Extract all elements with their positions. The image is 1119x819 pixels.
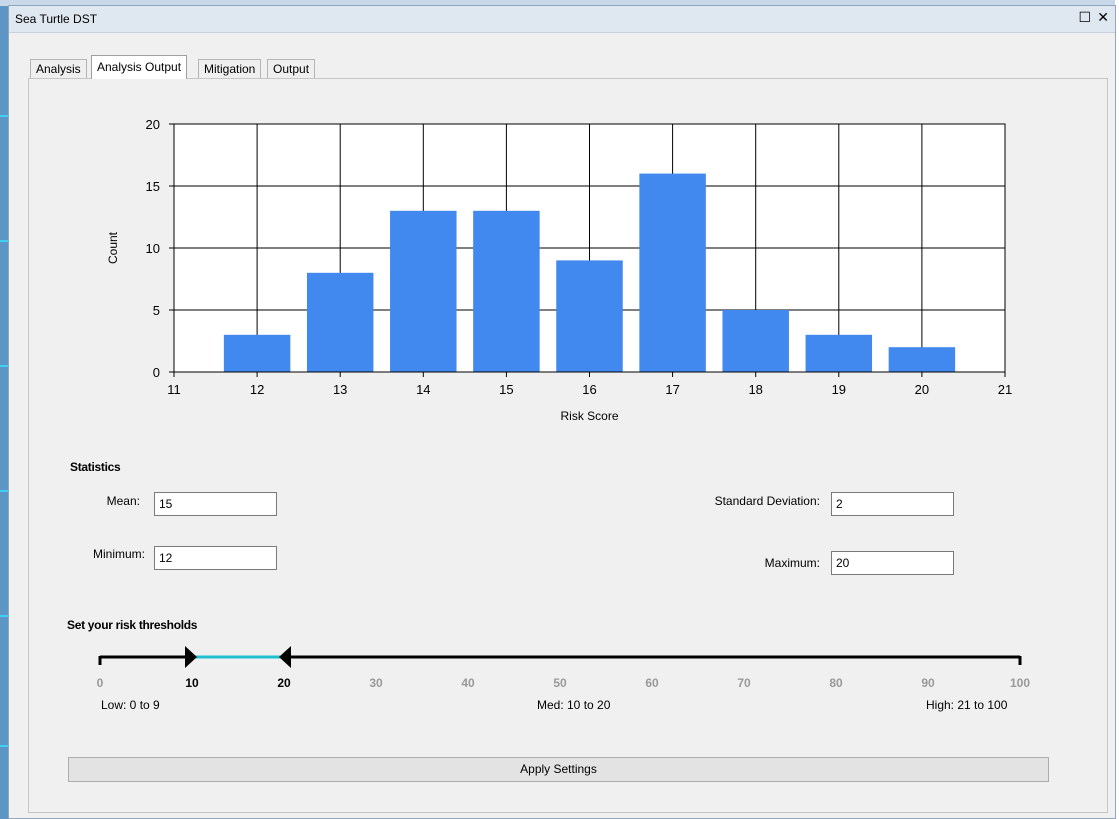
slider-tick-label: 40 xyxy=(461,676,475,690)
x-tick-label: 18 xyxy=(748,382,762,397)
mean-field[interactable] xyxy=(154,492,277,516)
desktop-background-top xyxy=(0,0,1119,6)
histogram-bar xyxy=(805,334,873,372)
x-tick-label: 12 xyxy=(250,382,264,397)
low-threshold-handle[interactable] xyxy=(185,646,197,668)
x-tick-label: 17 xyxy=(665,382,679,397)
y-tick-label: 5 xyxy=(153,303,160,318)
x-tick-label: 19 xyxy=(832,382,846,397)
risk-score-histogram: 11 12 13 14 15 16 17 18 19 20 21 0 5 10 15 20 Risk Scor… xyxy=(106,117,1012,423)
slider-tick-label: 60 xyxy=(645,676,659,690)
desktop-background-strip xyxy=(0,0,8,819)
slider-tick-label: 0 xyxy=(97,676,104,690)
y-tick-label: 20 xyxy=(146,117,160,132)
risk-threshold-slider: 0 10 20 30 40 50 60 70 80 90 100 xyxy=(97,646,1030,690)
desktop-background-right xyxy=(1115,0,1119,819)
histogram-bar xyxy=(888,347,956,372)
y-tick-label: 15 xyxy=(146,179,160,194)
statistics-heading: Statistics xyxy=(70,460,121,474)
x-tick-label: 13 xyxy=(333,382,347,397)
x-tick-label: 15 xyxy=(499,382,513,397)
maximum-label: Maximum: xyxy=(764,556,820,570)
histogram-bar xyxy=(223,334,291,372)
y-tick-label: 0 xyxy=(153,365,160,380)
high-range-label: High: 21 to 100 xyxy=(926,698,1008,712)
slider-tick-label: 80 xyxy=(829,676,843,690)
window-title: Sea Turtle DST xyxy=(15,12,98,26)
tab-analysis-output[interactable]: Analysis Output xyxy=(91,55,188,79)
histogram-bar xyxy=(390,210,457,372)
y-axis-label: Count xyxy=(106,231,120,264)
tab-output[interactable]: Output xyxy=(267,59,316,78)
histogram-bar xyxy=(722,310,789,372)
title-bar: Sea Turtle DST ☐ ✕ xyxy=(9,6,1115,33)
x-tick-label: 14 xyxy=(416,382,430,397)
maximum-field[interactable] xyxy=(831,551,954,575)
standard-deviation-field[interactable] xyxy=(831,492,954,516)
apply-settings-button[interactable]: Apply Settings xyxy=(68,757,1049,782)
histogram-bar xyxy=(639,173,706,372)
maximize-icon[interactable]: ☐ xyxy=(1078,9,1091,25)
slider-tick-label: 20 xyxy=(277,676,291,690)
thresholds-heading: Set your risk thresholds xyxy=(67,618,198,632)
slider-tick-label: 30 xyxy=(369,676,383,690)
tab-analysis[interactable]: Analysis xyxy=(30,59,87,78)
minimum-field[interactable] xyxy=(154,546,277,570)
slider-tick-label: 50 xyxy=(553,676,567,690)
histogram-bar xyxy=(556,260,623,372)
minimum-label: Minimum: xyxy=(92,547,145,561)
med-range-label: Med: 10 to 20 xyxy=(537,698,611,712)
low-range-label: Low: 0 to 9 xyxy=(101,698,160,712)
slider-tick-label: 70 xyxy=(737,676,751,690)
x-tick-label: 11 xyxy=(167,382,181,397)
tab-mitigation[interactable]: Mitigation xyxy=(198,59,262,78)
high-threshold-handle[interactable] xyxy=(279,646,291,668)
slider-tick-label: 100 xyxy=(1010,676,1030,690)
slider-tick-label: 10 xyxy=(185,676,199,690)
close-icon[interactable]: ✕ xyxy=(1097,9,1109,25)
x-tick-label: 16 xyxy=(582,382,596,397)
x-axis-label: Risk Score xyxy=(560,409,618,423)
slider-tick-label: 90 xyxy=(921,676,935,690)
mean-label: Mean: xyxy=(106,494,140,508)
x-tick-label: 20 xyxy=(915,382,929,397)
y-tick-label: 10 xyxy=(146,241,160,256)
standard-deviation-label: Standard Deviation: xyxy=(714,494,820,508)
histogram-bar xyxy=(473,210,540,372)
x-tick-label: 21 xyxy=(998,382,1012,397)
histogram-bar xyxy=(306,272,374,372)
